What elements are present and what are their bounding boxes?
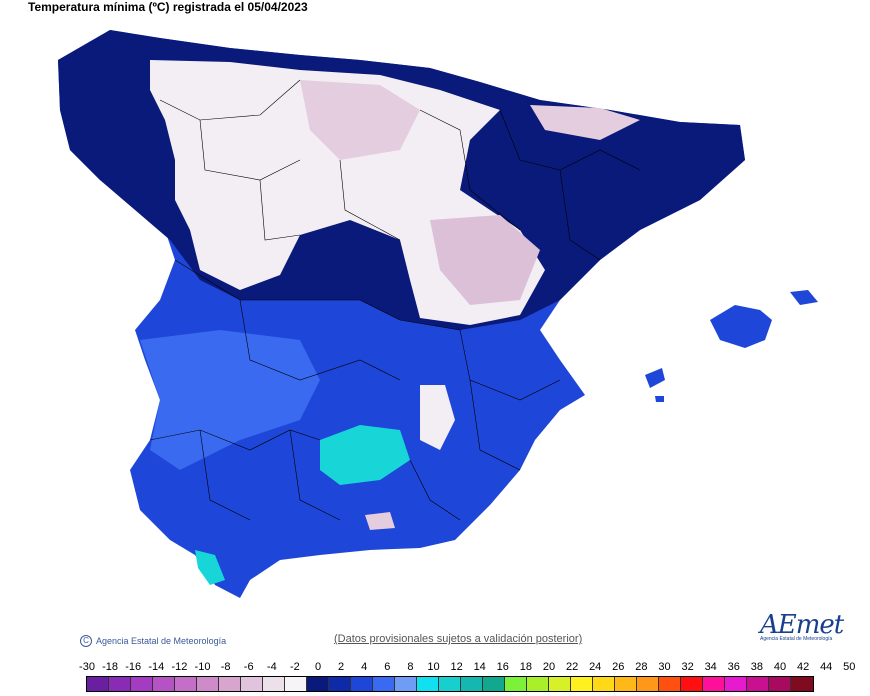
scale-label: 26	[612, 661, 625, 673]
map-title: Temperatura mínima (ºC) registrada el 05…	[28, 0, 308, 14]
scale-label: 24	[589, 661, 602, 673]
scale-swatch	[681, 677, 703, 691]
scale-swatch	[593, 677, 615, 691]
cyan-coast	[195, 550, 225, 585]
scale-swatch	[373, 677, 395, 691]
scale-label: -10	[194, 661, 211, 673]
formentera	[655, 396, 664, 402]
scale-label: 16	[496, 661, 509, 673]
scale-swatch	[549, 677, 571, 691]
blue-southwest	[140, 330, 320, 470]
scale-swatch	[417, 677, 439, 691]
scale-label: 20	[542, 661, 556, 673]
scale-label: -18	[102, 661, 119, 673]
scale-label: 4	[361, 661, 368, 673]
scale-swatch	[527, 677, 549, 691]
scale-label: 42	[796, 661, 810, 673]
scale-swatch	[197, 677, 219, 691]
scale-label: 44	[820, 661, 833, 673]
scale-swatch	[659, 677, 681, 691]
scale-swatch	[747, 677, 769, 691]
scale-label: 0	[314, 661, 322, 673]
agency-credit: C Agencia Estatal de Meteorología	[80, 635, 226, 647]
color-scale-bar	[86, 676, 814, 692]
scale-swatch	[175, 677, 197, 691]
scale-swatch	[307, 677, 329, 691]
color-scale-labels: -30 -18 -16 -14 -12 -10 -8 -6 -4 -2 0 2 4 6 8 10 12 14 16 1…	[0, 661, 870, 675]
scale-swatch	[329, 677, 351, 691]
mallorca	[710, 305, 772, 348]
pink-area-2	[430, 215, 540, 305]
scale-swatch	[351, 677, 373, 691]
scale-swatch	[505, 677, 527, 691]
provisional-data-note: (Datos provisionales sujetos a validació…	[334, 633, 583, 645]
cyan-area	[320, 425, 410, 485]
scale-swatch	[769, 677, 791, 691]
scale-label: -12	[171, 661, 188, 673]
scale-swatch	[725, 677, 747, 691]
scale-label: -6	[243, 661, 254, 673]
scale-label: 6	[384, 661, 391, 673]
scale-label: -4	[266, 661, 277, 673]
scale-swatch	[153, 677, 175, 691]
scale-label: 30	[658, 661, 671, 673]
scale-swatch	[637, 677, 659, 691]
aemet-logo-subtitle: Agencia Estatal de Meteorología	[760, 636, 833, 642]
scale-label: 34	[704, 661, 717, 673]
scale-swatch	[703, 677, 725, 691]
scale-label: 8	[407, 661, 414, 673]
pink-area-3	[530, 105, 640, 140]
scale-label: -16	[125, 661, 142, 673]
scale-label: 28	[635, 661, 648, 673]
scale-swatch	[395, 677, 417, 691]
scale-swatch	[571, 677, 593, 691]
scale-label: 40	[773, 661, 787, 673]
province-borders	[149, 79, 641, 521]
pink-area-1	[300, 80, 420, 160]
scale-swatch	[791, 677, 813, 691]
scale-swatch	[87, 677, 109, 691]
scale-label: 36	[727, 661, 740, 673]
scale-label: 10	[427, 661, 440, 673]
cold-spot-south	[365, 512, 395, 530]
scale-swatch	[461, 677, 483, 691]
scale-swatch	[483, 677, 505, 691]
cold-spot-southeast	[420, 385, 455, 450]
scale-swatch	[285, 677, 307, 691]
scale-label: -8	[220, 661, 231, 673]
scale-label: 32	[681, 661, 694, 673]
scale-label: -30	[79, 661, 95, 673]
scale-label: -14	[148, 661, 165, 673]
scale-label: 38	[750, 661, 764, 673]
scale-label: -2	[290, 661, 300, 673]
aemet-logo-text: AEmet	[760, 610, 844, 640]
scale-swatch	[615, 677, 637, 691]
scale-swatch	[219, 677, 241, 691]
scale-label: 12	[450, 661, 463, 673]
ibiza	[645, 368, 665, 388]
scale-swatch	[439, 677, 461, 691]
menorca	[790, 290, 818, 305]
scale-label: 50	[843, 661, 856, 673]
scale-label: 2	[338, 661, 345, 673]
scale-swatch	[241, 677, 263, 691]
aemet-logo: AEmet Agencia Estatal de Meteorología	[760, 610, 850, 650]
scale-label: 18	[519, 661, 533, 673]
copyright-icon: C	[80, 635, 92, 647]
scale-label: 14	[473, 661, 486, 673]
agency-credit-text: Agencia Estatal de Meteorología	[96, 636, 227, 646]
scale-label: 22	[565, 661, 579, 673]
scale-swatch	[109, 677, 131, 691]
scale-swatch	[131, 677, 153, 691]
scale-swatch	[263, 677, 285, 691]
